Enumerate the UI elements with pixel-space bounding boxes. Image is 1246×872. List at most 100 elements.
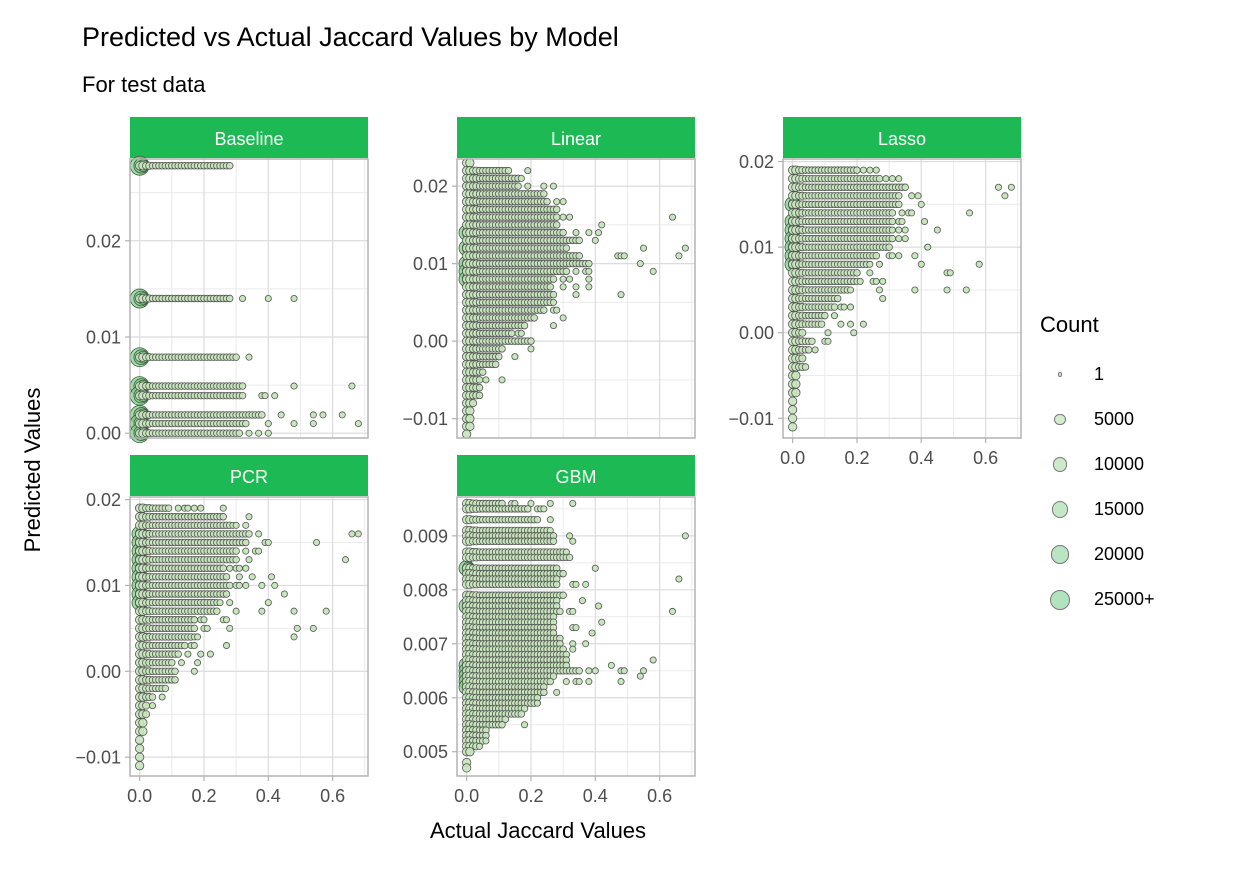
data-point	[242, 564, 250, 572]
data-point	[174, 650, 182, 658]
data-point	[824, 329, 832, 337]
data-point	[595, 602, 603, 610]
data-point	[833, 294, 842, 303]
data-point	[149, 702, 157, 710]
data-point	[242, 419, 250, 428]
data-point	[290, 420, 298, 428]
data-point	[811, 346, 819, 354]
data-point	[585, 283, 593, 291]
data-point	[943, 286, 951, 294]
data-point	[226, 162, 234, 170]
y-tick-label: 0.02	[739, 152, 774, 172]
data-point	[840, 303, 848, 311]
facet-strip-label: Linear	[551, 129, 601, 149]
legend-item: 10000	[1040, 442, 1155, 487]
data-point	[203, 624, 211, 632]
legend-item: 5000	[1040, 397, 1155, 442]
data-point	[617, 291, 625, 299]
data-point	[895, 192, 903, 200]
data-point	[264, 420, 272, 428]
data-point	[222, 590, 231, 598]
data-point	[235, 581, 243, 589]
facet-panel-gbm: GBM 0.005 0.006 0.007 0.008 0.009 0.0 0.2 0.4 0.6	[403, 455, 696, 806]
data-point	[242, 538, 250, 547]
x-tick-label: 0.2	[844, 448, 869, 468]
legend-dot	[1050, 589, 1070, 610]
y-tick-label: 0.01	[86, 576, 121, 596]
data-point	[138, 726, 148, 736]
data-point	[559, 275, 567, 283]
data-point	[271, 581, 279, 589]
data-point	[553, 688, 561, 696]
data-point	[924, 243, 932, 251]
data-point	[242, 521, 250, 529]
data-point	[135, 761, 145, 771]
data-point	[821, 311, 829, 320]
data-point	[788, 422, 798, 432]
data-point	[219, 504, 227, 512]
legend-item: 1	[1040, 352, 1155, 397]
data-point	[921, 217, 929, 225]
legend-item: 15000	[1040, 487, 1155, 532]
x-tick-label: 0.4	[909, 448, 934, 468]
legend-key	[1040, 545, 1080, 564]
y-tick-label: −0.01	[75, 748, 121, 768]
data-point	[290, 607, 298, 615]
data-point	[348, 382, 356, 390]
data-point	[222, 616, 230, 624]
data-point	[514, 182, 522, 190]
data-point	[553, 213, 561, 221]
data-point	[591, 667, 599, 675]
facet-strip-label: GBM	[555, 467, 596, 487]
data-point	[232, 607, 240, 615]
data-point	[866, 269, 874, 277]
data-point	[138, 718, 148, 728]
data-point	[226, 624, 234, 632]
data-point	[190, 616, 199, 624]
data-point	[888, 252, 896, 260]
legend-item: 20000	[1040, 532, 1155, 577]
data-point	[238, 391, 247, 400]
data-point	[575, 236, 583, 245]
facet-panel-pcr: PCR −0.01 0.00 0.01 0.02 0.0 0.2 0.4 0.6	[75, 455, 369, 806]
data-point	[462, 429, 472, 439]
data-point	[882, 175, 890, 183]
data-point	[582, 640, 590, 648]
data-point	[872, 252, 880, 260]
data-point	[866, 260, 874, 268]
legend-dot	[1057, 372, 1063, 377]
data-point	[559, 314, 567, 322]
data-point	[788, 413, 798, 423]
data-point	[194, 659, 202, 667]
data-point	[575, 667, 583, 675]
y-tick-label: 0.01	[86, 327, 121, 347]
y-tick-label: 0.01	[413, 254, 448, 274]
data-point	[595, 229, 603, 237]
data-point	[341, 556, 349, 564]
x-tick-label: 0.6	[320, 786, 345, 806]
data-point	[549, 298, 557, 306]
data-point	[888, 217, 897, 226]
data-point	[527, 337, 535, 345]
data-point	[966, 209, 974, 217]
facet-strip-label: Lasso	[878, 129, 926, 149]
data-point	[901, 226, 909, 234]
data-point	[158, 693, 166, 701]
data-point	[200, 616, 208, 624]
data-point	[549, 322, 557, 330]
data-point	[895, 200, 903, 209]
data-point	[180, 641, 189, 650]
data-point	[791, 379, 801, 389]
data-point	[511, 353, 519, 361]
data-point	[540, 505, 548, 513]
data-point	[533, 515, 542, 524]
data-points	[129, 155, 362, 444]
data-point	[585, 667, 593, 675]
data-point	[830, 303, 839, 311]
data-point	[540, 190, 548, 198]
data-point	[898, 217, 906, 225]
legend-key	[1040, 413, 1080, 426]
data-point	[668, 213, 676, 221]
data-point	[856, 277, 864, 285]
